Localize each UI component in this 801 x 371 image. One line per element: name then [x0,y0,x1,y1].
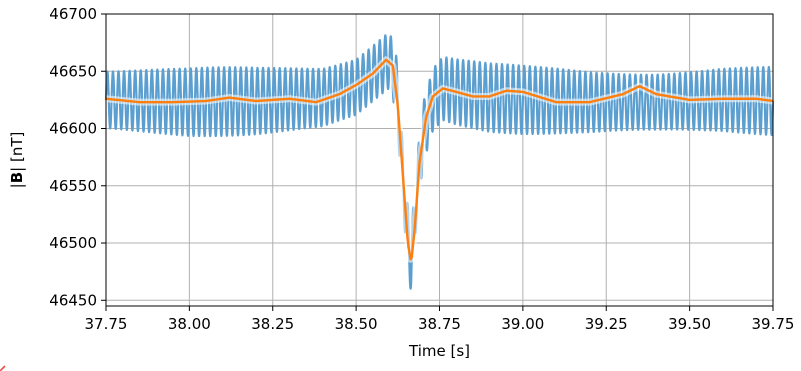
y-tick-label: 46450 [49,291,97,309]
x-tick-label: 39.00 [501,315,544,333]
x-tick-label: 39.75 [752,315,795,333]
filtered-signal-line [105,58,774,261]
x-axis-label: Time [s] [408,342,470,360]
y-tick-label: 46500 [49,234,97,252]
y-tick-label: 46550 [49,177,97,195]
corner-mark [0,365,6,371]
y-tick-label: 46700 [49,5,97,23]
grid [105,13,774,306]
y-tick-label: 46650 [49,62,97,80]
x-tick-label: 38.00 [168,315,211,333]
x-tick-label: 38.25 [251,315,294,333]
y-axis-label-prefix: | [8,183,26,188]
y-axis-label-suffix: | [nT] [8,132,26,172]
y-tick-label: 46600 [49,120,97,138]
tick-marks [101,13,774,311]
x-tick-label: 38.75 [418,315,461,333]
x-tick-label: 39.25 [585,315,628,333]
y-axis-label-bold: B [8,172,26,183]
y-axis-label: |B| [nT] [8,132,26,189]
x-tick-label: 38.50 [335,315,378,333]
x-tick-label: 37.75 [85,315,128,333]
plot-area [103,34,776,290]
tick-labels: 37.75 38.00 38.25 38.50 38.75 39.00 39.25 39.50… [49,5,794,333]
x-tick-label: 39.50 [668,315,711,333]
